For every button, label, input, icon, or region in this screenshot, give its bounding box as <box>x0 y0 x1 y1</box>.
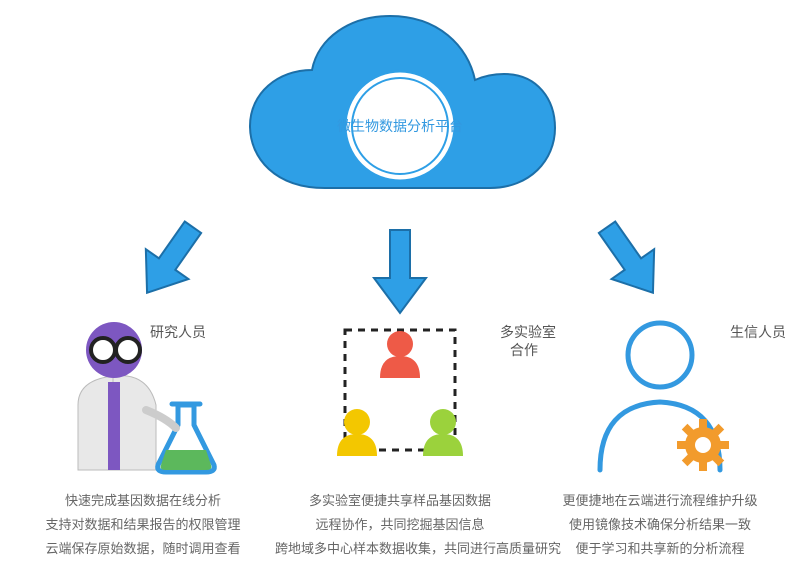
col-right-desc: 更便捷地在云端进行流程维护升级 使用镜像技术确保分析结果一致 便于学习和共享新的… <box>535 489 785 561</box>
column-bioinformatician: 更便捷地在云端进行流程维护升级 使用镜像技术确保分析结果一致 便于学习和共享新的… <box>535 310 785 561</box>
desc-line: 远程协作，共同挖掘基因信息 <box>275 513 525 537</box>
col-left-desc: 快速完成基因数据在线分析 支持对数据和结果报告的权限管理 云端保存原始数据，随时… <box>18 489 268 561</box>
arrow-right <box>590 215 670 305</box>
collaboration-icon <box>315 310 485 475</box>
desc-line: 快速完成基因数据在线分析 <box>18 489 268 513</box>
desc-line: 便于学习和共享新的分析流程 <box>535 537 785 561</box>
bioinformatician-icon <box>575 310 745 475</box>
cloud-center-label: 微生物数据分析平台 <box>337 116 463 136</box>
desc-line: 更便捷地在云端进行流程维护升级 <box>535 489 785 513</box>
arrow-mid <box>360 228 440 318</box>
column-researcher: 快速完成基因数据在线分析 支持对数据和结果报告的权限管理 云端保存原始数据，随时… <box>18 310 268 561</box>
column-collaboration: 多实验室便捷共享样品基因数据 远程协作，共同挖掘基因信息 跨地域多中心样本数据收… <box>275 310 525 561</box>
desc-line: 云端保存原始数据，随时调用查看 <box>18 537 268 561</box>
arrow-left <box>130 215 210 305</box>
desc-line: 使用镜像技术确保分析结果一致 <box>535 513 785 537</box>
col-mid-desc: 多实验室便捷共享样品基因数据 远程协作，共同挖掘基因信息 跨地域多中心样本数据收… <box>275 489 525 561</box>
scientist-icon <box>58 310 228 475</box>
desc-line: 多实验室便捷共享样品基因数据 <box>275 489 525 513</box>
cloud: 微生物数据分析平台 <box>240 8 560 228</box>
desc-line: 支持对数据和结果报告的权限管理 <box>18 513 268 537</box>
desc-line: 跨地域多中心样本数据收集，共同进行高质量研究 <box>275 537 525 561</box>
